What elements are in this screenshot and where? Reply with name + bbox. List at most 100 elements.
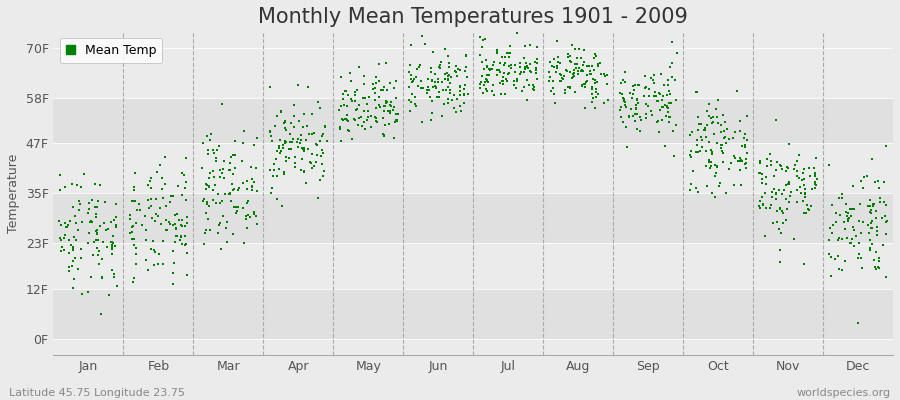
Point <box>690 127 705 133</box>
Point <box>302 159 317 165</box>
Point <box>129 220 143 226</box>
Point <box>804 203 818 209</box>
Point <box>89 227 104 234</box>
Point <box>124 229 139 236</box>
Point <box>94 275 109 282</box>
Point <box>547 100 562 106</box>
Point <box>89 236 104 243</box>
Point <box>710 114 724 120</box>
Point <box>231 204 246 210</box>
Point <box>683 154 698 160</box>
Point <box>765 194 779 200</box>
Point <box>175 234 189 240</box>
Point <box>839 201 853 208</box>
Point <box>288 164 302 170</box>
Point <box>562 84 577 91</box>
Point <box>453 88 467 95</box>
Point <box>569 64 583 71</box>
Point <box>84 274 98 280</box>
Point <box>430 94 445 100</box>
Point <box>341 127 356 134</box>
Point <box>343 70 357 76</box>
Point <box>718 119 733 125</box>
Point <box>380 87 394 94</box>
Point <box>267 166 282 173</box>
Point <box>868 179 882 185</box>
Point <box>69 182 84 188</box>
Point <box>856 185 870 191</box>
Point <box>390 117 404 123</box>
Point <box>316 172 330 179</box>
Point <box>510 30 525 36</box>
Point <box>591 91 606 98</box>
Point <box>351 102 365 108</box>
Point <box>755 179 770 186</box>
Point <box>83 219 97 225</box>
Point <box>870 224 885 230</box>
Point <box>94 311 108 318</box>
Point <box>202 170 217 177</box>
Point <box>863 203 878 210</box>
Point <box>862 209 877 216</box>
Point <box>104 267 119 273</box>
Point <box>863 220 878 226</box>
Point <box>584 86 598 92</box>
Point <box>780 206 795 213</box>
Point <box>476 66 491 72</box>
Point <box>416 85 430 91</box>
Point <box>764 202 778 208</box>
Point <box>571 70 585 77</box>
Point <box>286 124 301 130</box>
Point <box>439 86 454 93</box>
Point <box>570 61 584 68</box>
Point <box>404 42 419 48</box>
Point <box>404 76 419 82</box>
Point <box>177 232 192 239</box>
Point <box>542 78 556 85</box>
Point <box>508 69 523 75</box>
Point <box>705 148 719 155</box>
Point <box>710 120 724 126</box>
Point <box>782 198 796 205</box>
Point <box>212 174 227 180</box>
Point <box>386 103 400 110</box>
Point <box>733 167 747 174</box>
Point <box>368 74 382 80</box>
Point <box>316 130 330 137</box>
Bar <box>53 289 893 338</box>
Point <box>92 261 106 268</box>
Point <box>58 219 72 226</box>
Point <box>584 63 598 69</box>
Point <box>425 78 439 84</box>
Point <box>852 218 867 224</box>
Point <box>93 182 107 188</box>
Point <box>68 255 82 261</box>
Point <box>734 158 749 165</box>
Point <box>148 210 163 217</box>
Point <box>144 196 158 202</box>
Point <box>368 90 382 96</box>
Point <box>304 150 319 157</box>
Point <box>796 210 811 216</box>
Point <box>313 105 328 111</box>
Point <box>520 64 535 70</box>
Point <box>498 60 512 66</box>
Point <box>617 99 632 106</box>
Point <box>360 117 374 123</box>
Point <box>773 206 788 212</box>
Point <box>431 75 446 82</box>
Point <box>226 187 240 193</box>
Point <box>753 158 768 164</box>
Point <box>503 50 517 56</box>
Point <box>196 196 211 202</box>
Point <box>228 152 242 158</box>
Legend: Mean Temp: Mean Temp <box>59 38 163 63</box>
Point <box>493 60 508 66</box>
Point <box>277 137 292 144</box>
Point <box>773 259 788 266</box>
Point <box>180 272 194 278</box>
Point <box>389 95 403 101</box>
Point <box>644 108 658 114</box>
Point <box>273 150 287 157</box>
Point <box>661 92 675 98</box>
